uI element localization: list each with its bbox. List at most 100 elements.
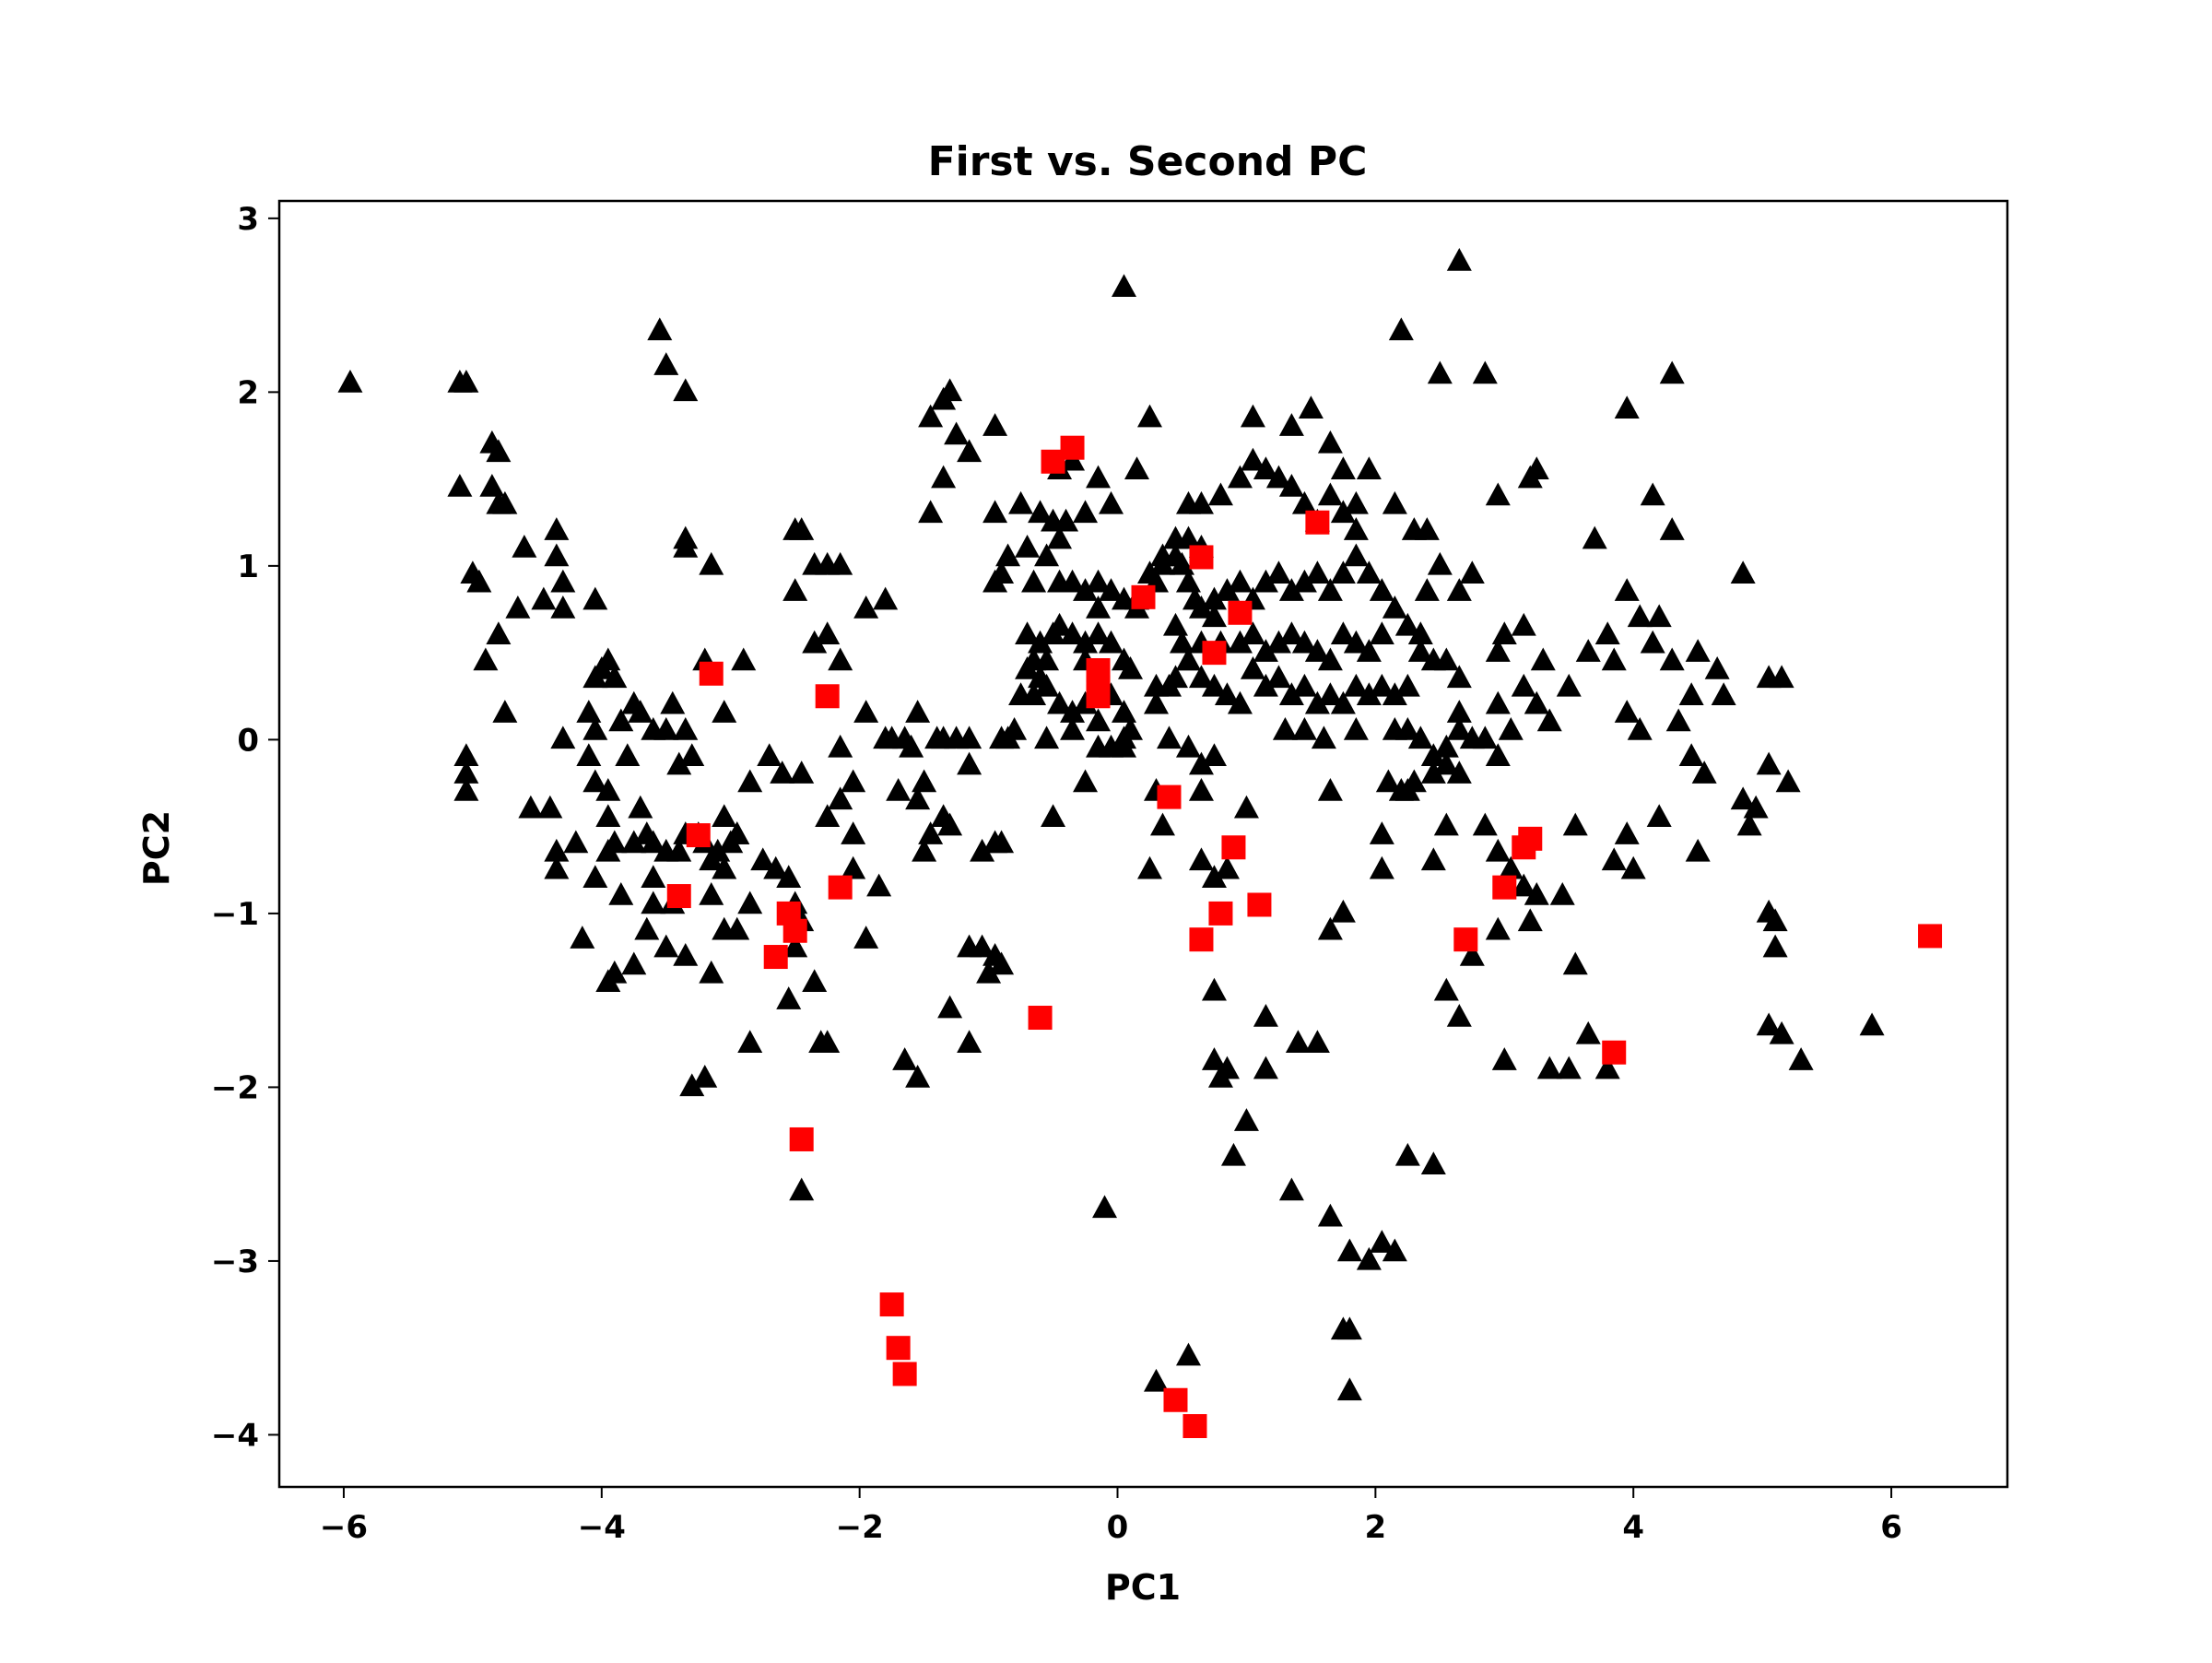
triangle-point [873, 586, 899, 610]
triangle-point [1485, 838, 1511, 862]
triangle-point [1420, 847, 1446, 871]
triangle-point [1175, 647, 1201, 671]
triangle-point [679, 743, 705, 766]
triangle-point [1028, 630, 1053, 654]
triangle-point [1433, 647, 1459, 671]
triangle-point [1099, 490, 1124, 514]
triangle-point [1278, 413, 1304, 436]
square-point [1918, 924, 1943, 949]
square-point [1208, 901, 1233, 926]
triangle-point [1201, 604, 1227, 628]
triangle-point [789, 1177, 815, 1201]
triangle-point [1169, 551, 1194, 575]
triangle-point [1317, 430, 1343, 454]
triangle-point [337, 369, 363, 393]
triangle-point [679, 1073, 705, 1097]
square-point [828, 875, 853, 900]
triangle-point [1575, 639, 1601, 662]
triangle-point [1330, 1316, 1356, 1340]
triangle-point [1253, 569, 1278, 593]
triangle-point [647, 317, 673, 341]
y-tick-label: 2 [237, 374, 259, 411]
triangle-point [918, 404, 944, 428]
triangle-point [1549, 882, 1575, 905]
triangle-point [1788, 1047, 1814, 1070]
square-point [1221, 835, 1246, 860]
triangle-point [1459, 943, 1485, 966]
triangle-point [453, 777, 479, 801]
triangle-point [1382, 1238, 1407, 1262]
y-tick-label: −3 [211, 1244, 259, 1280]
triangle-point [905, 786, 931, 810]
square-point [1060, 435, 1085, 460]
triangle-point [705, 838, 731, 862]
triangle-point [1291, 673, 1317, 697]
triangle-point [512, 535, 537, 558]
triangle-point [1175, 1342, 1201, 1366]
triangle-point [1175, 569, 1201, 593]
triangle-point [1214, 578, 1240, 601]
triangle-point [712, 855, 737, 879]
triangle-point [1253, 1056, 1278, 1079]
triangle-point [1112, 274, 1137, 298]
triangle-point [1336, 1238, 1362, 1262]
triangle-point [970, 838, 995, 862]
triangle-point [1047, 612, 1073, 636]
triangle-point [1162, 612, 1188, 636]
triangle-point [473, 647, 499, 671]
square-point [789, 1126, 814, 1151]
square-point [886, 1336, 911, 1361]
triangle-point [1769, 1020, 1794, 1044]
triangle-point [492, 490, 518, 514]
triangle-point [1099, 578, 1124, 601]
triangle-point [1369, 673, 1394, 697]
triangle-point [841, 821, 866, 844]
triangle-point [692, 1064, 718, 1088]
triangle-point [957, 751, 982, 775]
triangle-point [1407, 621, 1433, 645]
triangle-point [937, 378, 963, 402]
triangle-point [666, 838, 692, 862]
triangle-point [1420, 1151, 1446, 1174]
triangle-point [1511, 873, 1536, 897]
triangle-point [1291, 490, 1317, 514]
triangle-point [1762, 908, 1788, 932]
triangle-point [1382, 596, 1407, 619]
x-tick-label: 2 [1365, 1509, 1387, 1546]
triangle-point [608, 708, 634, 732]
triangle-point [1272, 716, 1298, 740]
triangle-point [1265, 630, 1291, 654]
x-tick-label: −4 [578, 1509, 626, 1546]
triangle-point [466, 569, 492, 593]
triangle-point [1073, 578, 1099, 601]
triangle-point [1317, 578, 1343, 601]
triangle-point [1220, 1142, 1246, 1166]
triangle-point [1485, 690, 1511, 714]
triangle-point [982, 413, 1008, 436]
triangle-point [1736, 812, 1762, 836]
triangle-point [1388, 317, 1414, 341]
triangle-point [1343, 630, 1369, 654]
triangle-point [1124, 456, 1150, 479]
triangle-point [582, 665, 608, 689]
triangle-point [1253, 1004, 1278, 1027]
triangle-point [1201, 743, 1227, 766]
square-point [1228, 600, 1253, 625]
triangle-point [853, 596, 879, 619]
triangle-point [1343, 673, 1369, 697]
triangle-point [653, 352, 679, 375]
triangle-point [957, 1030, 982, 1054]
triangle-point [944, 421, 970, 445]
triangle-point [1008, 682, 1034, 706]
triangle-point [828, 551, 853, 575]
square-point [1202, 641, 1227, 666]
triangle-point [828, 647, 853, 671]
triangle-point [1343, 543, 1369, 567]
triangle-point [1188, 777, 1214, 801]
triangle-point [1446, 716, 1472, 740]
triangle-point [1691, 761, 1717, 784]
triangle-point [1291, 630, 1317, 654]
triangle-point [1073, 769, 1099, 793]
